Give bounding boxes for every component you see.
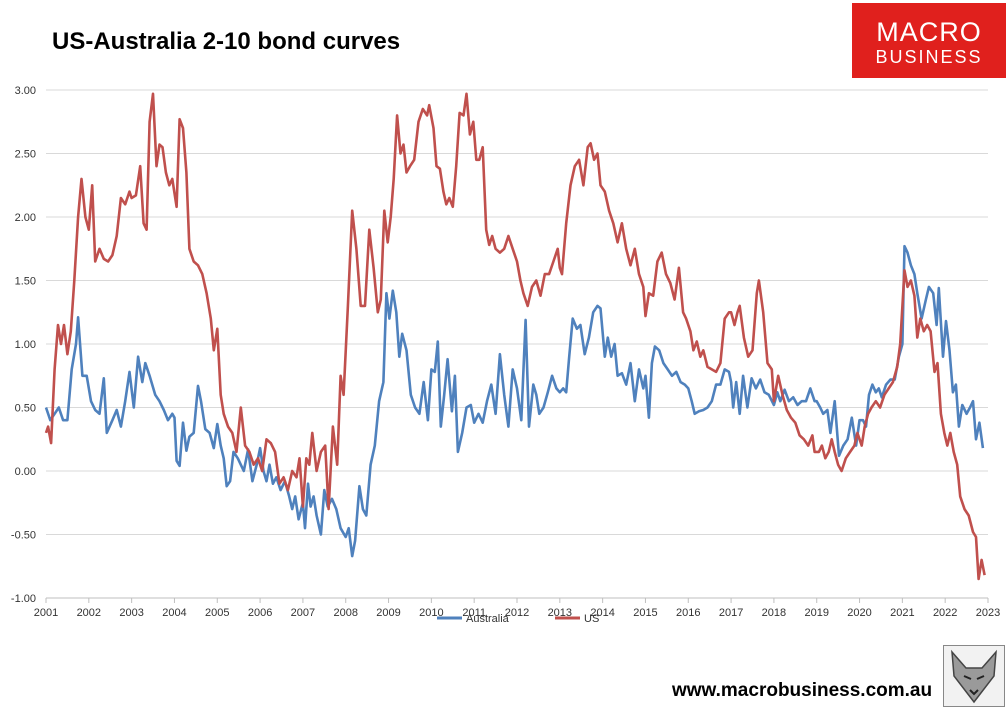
logo-line-2: BUSINESS — [875, 47, 983, 67]
legend-label-australia: Australia — [466, 613, 510, 625]
x-tick-label: 2022 — [933, 607, 957, 619]
x-axis-tick-labels: 2001 2002 2003 2004 2005 2006 2007 2008 2009 2010… — [34, 598, 1000, 619]
x-tick-label: 2012 — [505, 607, 529, 619]
x-tick-label: 2014 — [590, 607, 614, 619]
series-line-australia — [44, 244, 985, 558]
y-tick-label: -1.00 — [11, 593, 36, 605]
x-tick-label: 2001 — [34, 607, 58, 619]
x-tick-label: 2010 — [419, 607, 443, 619]
x-tick-label: 2013 — [548, 607, 572, 619]
fox-logo-icon — [943, 645, 1005, 707]
x-tick-label: 2017 — [719, 607, 743, 619]
series-lines — [44, 92, 986, 581]
x-tick-label: 2020 — [847, 607, 871, 619]
x-tick-label: 2002 — [77, 607, 101, 619]
macro-business-logo[interactable]: MACRO BUSINESS — [852, 3, 1006, 78]
x-tick-label: 2006 — [248, 607, 272, 619]
legend: Australia US — [437, 613, 599, 625]
y-tick-label: 2.00 — [15, 212, 36, 224]
grid-lines — [46, 89, 988, 599]
legend-label-us: US — [584, 613, 599, 625]
x-tick-label: 2021 — [890, 607, 914, 619]
logo-line-1: MACRO — [876, 17, 982, 47]
x-tick-label: 2007 — [291, 607, 315, 619]
x-tick-label: 2005 — [205, 607, 229, 619]
y-tick-label: 0.50 — [15, 403, 36, 415]
x-tick-label: 2015 — [633, 607, 657, 619]
x-tick-label: 2023 — [976, 607, 1000, 619]
x-tick-label: 2011 — [462, 607, 486, 619]
y-tick-label: 3.00 — [15, 85, 36, 97]
x-tick-label: 2019 — [804, 607, 828, 619]
y-axis-tick-labels: 3.00 2.50 2.00 1.50 1.00 0.50 0.00 -0.50 -1.00 — [11, 85, 36, 605]
chart-title: US-Australia 2-10 bond curves — [52, 28, 401, 55]
x-tick-label: 2009 — [376, 607, 400, 619]
y-tick-label: 1.50 — [15, 276, 36, 288]
x-tick-label: 2018 — [762, 607, 786, 619]
y-tick-label: 1.00 — [15, 339, 36, 351]
x-tick-label: 2003 — [119, 607, 143, 619]
footer-url[interactable]: www.macrobusiness.com.au — [672, 680, 933, 701]
y-tick-label: 2.50 — [15, 149, 36, 161]
x-tick-label: 2004 — [162, 607, 186, 619]
series-line-us — [44, 92, 986, 581]
y-tick-label: 0.00 — [15, 466, 36, 478]
y-tick-label: -0.50 — [11, 530, 36, 542]
x-tick-label: 2008 — [333, 607, 357, 619]
x-tick-label: 2016 — [676, 607, 700, 619]
